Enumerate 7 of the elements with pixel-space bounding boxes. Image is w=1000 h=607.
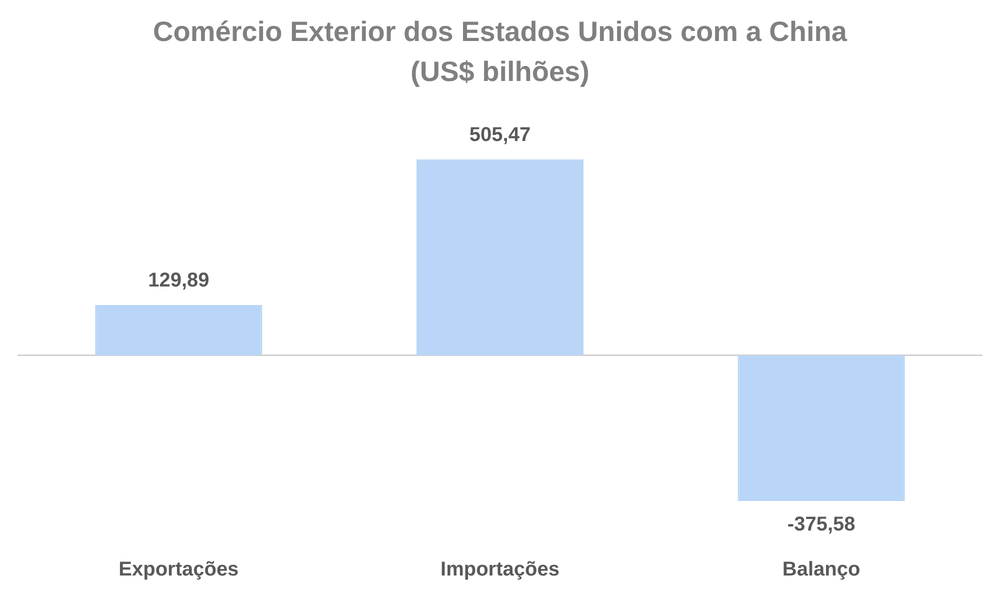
x-tick-label: Importações	[440, 558, 560, 581]
data-label: 505,47	[469, 124, 531, 146]
data-label: -375,58	[787, 514, 856, 536]
data-label: 129,89	[148, 269, 210, 292]
x-tick-label: Balanço	[782, 558, 860, 581]
x-tick-label: Exportações	[118, 558, 239, 581]
chart-title: Comércio Exterior dos Estados Unidos com a China (US$ bilhões)	[152, 15, 848, 89]
